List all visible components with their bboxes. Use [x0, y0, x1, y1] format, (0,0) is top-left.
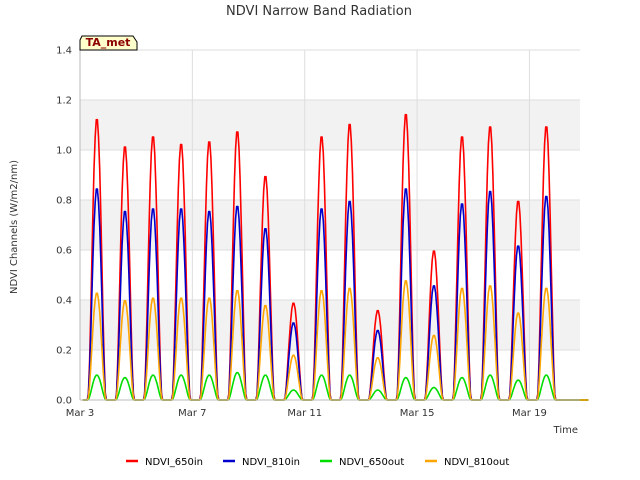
y-tick-label: 0.6: [56, 246, 72, 257]
y-tick-label: 1.0: [56, 146, 72, 157]
chart-title: NDVI Narrow Band Radiation: [226, 4, 412, 19]
y-tick-label: 1.2: [56, 96, 72, 107]
x-axis-label: Time: [553, 425, 578, 436]
y-tick-label: 0.4: [56, 296, 72, 307]
legend-label-NDVI_650in: NDVI_650in: [145, 457, 203, 468]
legend-label-NDVI_810in: NDVI_810in: [242, 457, 300, 468]
axes: [79, 50, 580, 401]
ta-met-badge: TA_met: [79, 35, 138, 51]
legend-label-NDVI_650out: NDVI_650out: [339, 457, 404, 468]
x-tick-label: Mar 11: [287, 408, 322, 419]
x-tick-label: Mar 15: [400, 408, 435, 419]
x-tick-label: Mar 19: [512, 408, 547, 419]
y-axis-label: NDVI Channels (W/m2/nm): [9, 160, 20, 294]
legend-label-NDVI_810out: NDVI_810out: [444, 457, 509, 468]
y-tick-label: 0.8: [56, 196, 72, 207]
legend: NDVI_650in NDVI_810in NDVI_650out NDVI_810o…: [126, 457, 509, 468]
y-tick-label: 0.0: [56, 396, 72, 407]
grid-band: [80, 100, 580, 150]
x-tick-labels: Mar 3 Mar 7 Mar 11 Mar 15 Mar 19: [66, 408, 547, 419]
y-tick-label: 0.2: [56, 346, 72, 357]
badge-box: [79, 35, 138, 51]
x-tick-label: Mar 3: [66, 408, 94, 419]
y-tick-labels: 0.0 0.2 0.4 0.6 0.8 1.0 1.2 1.4: [56, 46, 72, 407]
grid-band: [80, 200, 580, 250]
badge-label: TA_met: [86, 36, 131, 49]
y-tick-label: 1.4: [56, 46, 72, 57]
x-tick-label: Mar 7: [178, 408, 206, 419]
